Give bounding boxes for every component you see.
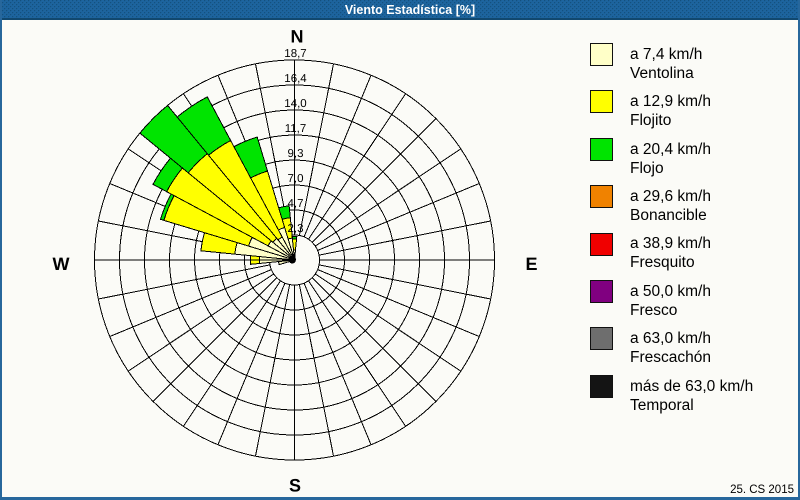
svg-text:16,4: 16,4 — [284, 73, 307, 85]
svg-text:4,7: 4,7 — [288, 198, 304, 210]
svg-text:S: S — [289, 476, 301, 496]
svg-text:7,0: 7,0 — [288, 173, 304, 185]
svg-text:W: W — [53, 254, 70, 274]
svg-text:9,3: 9,3 — [288, 148, 304, 160]
svg-text:E: E — [525, 254, 537, 274]
svg-text:N: N — [291, 26, 304, 46]
svg-text:18,7: 18,7 — [284, 48, 306, 60]
svg-text:2,3: 2,3 — [288, 223, 304, 235]
svg-text:11,7: 11,7 — [285, 123, 307, 135]
svg-text:14,0: 14,0 — [284, 98, 306, 110]
